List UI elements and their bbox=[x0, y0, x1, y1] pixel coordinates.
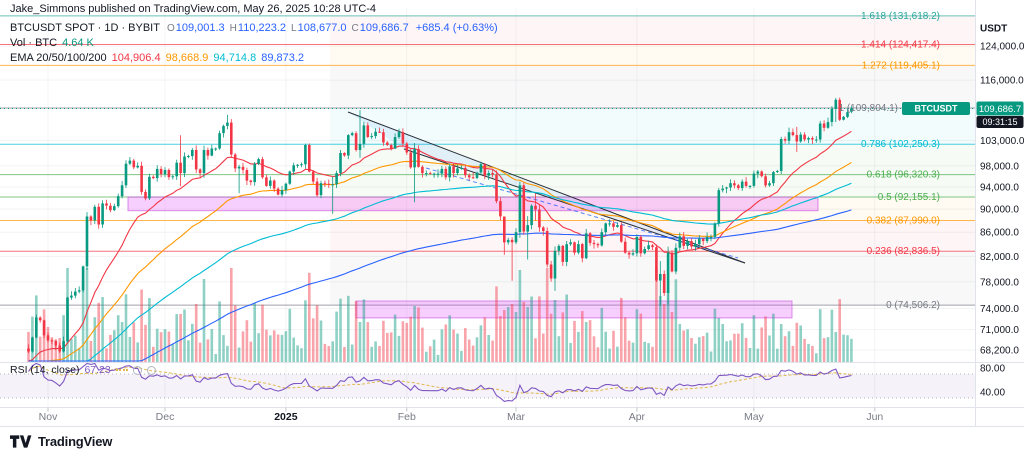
rsi-value: 67.23 bbox=[84, 364, 111, 376]
rsi-legend: RSI (14, close) 67.23 bbox=[10, 364, 156, 376]
ohlc-o: O109,001.3 bbox=[166, 22, 225, 34]
svg-text:0.382 (87,990.0): 0.382 (87,990.0) bbox=[867, 216, 940, 227]
svg-text:May: May bbox=[744, 411, 765, 423]
svg-text:0.236 (82,836.5): 0.236 (82,836.5) bbox=[867, 246, 940, 257]
time-axis[interactable]: Nov Dec 2025 Feb Mar Apr May Jun bbox=[39, 407, 884, 424]
ema-value: 98,668.9 bbox=[165, 52, 209, 64]
rsi-hidden-plot-icon bbox=[132, 365, 142, 375]
rsi-ma-swatch bbox=[115, 369, 128, 371]
svg-text:09:31:15: 09:31:15 bbox=[982, 117, 1017, 127]
fib-labels: 1.618 (131,618.2) 1.414 (124,417.4) 1.272 … bbox=[839, 11, 941, 311]
volume-value: 4.64 K bbox=[62, 37, 94, 49]
svg-text:68,200.0: 68,200.0 bbox=[980, 346, 1019, 357]
rsi-pane bbox=[0, 362, 975, 402]
price-badges: BTCUSDT 109,686.7 09:31:15 bbox=[902, 101, 1024, 128]
chart-legend: BTCUSDT SPOT · 1D · BYBIT O109,001.3 H110,… bbox=[10, 21, 498, 66]
svg-text:124,000.0: 124,000.0 bbox=[980, 42, 1024, 53]
svg-text:Dec: Dec bbox=[156, 411, 175, 423]
highlight-zones bbox=[127, 196, 819, 319]
svg-text:0.5 (92,155.1): 0.5 (92,155.1) bbox=[878, 192, 940, 203]
svg-text:116,000.0: 116,000.0 bbox=[980, 76, 1024, 87]
volume-row: Vol · BTC 4.64 K bbox=[10, 36, 498, 51]
svg-text:Nov: Nov bbox=[39, 411, 58, 423]
volume-label[interactable]: Vol · BTC bbox=[10, 37, 58, 49]
footer-bar: TradingView bbox=[0, 428, 1024, 454]
ohlc-l: L108,677.0 bbox=[291, 22, 347, 34]
tradingview-logo-icon[interactable] bbox=[10, 434, 32, 449]
symbol-title[interactable]: BTCUSDT SPOT · 1D · BYBIT bbox=[10, 22, 160, 34]
svg-text:94,000.0: 94,000.0 bbox=[980, 183, 1019, 194]
svg-text:109,686.7: 109,686.7 bbox=[979, 104, 1021, 115]
svg-text:71,000.0: 71,000.0 bbox=[980, 325, 1019, 336]
svg-text:BTCUSDT: BTCUSDT bbox=[915, 104, 958, 114]
svg-text:Jun: Jun bbox=[866, 411, 883, 423]
change-value: +685.4 (+0.63%) bbox=[415, 22, 498, 34]
ema-value: 89,873.2 bbox=[261, 52, 305, 64]
pane-separators bbox=[0, 0, 1024, 427]
svg-text:98,000.0: 98,000.0 bbox=[980, 161, 1019, 172]
svg-text:74,000.0: 74,000.0 bbox=[980, 304, 1019, 315]
svg-text:1 (109,804.1): 1 (109,804.1) bbox=[839, 103, 899, 114]
rsi-label[interactable]: RSI (14, close) bbox=[10, 364, 80, 376]
svg-text:0.618 (96,320.3): 0.618 (96,320.3) bbox=[867, 170, 940, 181]
ema-value: 104,906.4 bbox=[111, 52, 161, 64]
ema-value: 94,714.8 bbox=[213, 52, 257, 64]
candles bbox=[27, 97, 853, 354]
svg-text:78,000.0: 78,000.0 bbox=[980, 277, 1019, 288]
attribution-text: Jake_Simmons published on TradingView.co… bbox=[10, 3, 377, 15]
svg-text:40.00: 40.00 bbox=[980, 388, 1005, 399]
svg-text:90,000.0: 90,000.0 bbox=[980, 205, 1019, 216]
volume-bars bbox=[27, 268, 853, 362]
ema-label[interactable]: EMA 20/50/100/200 bbox=[10, 52, 107, 64]
svg-text:86,000.0: 86,000.0 bbox=[980, 228, 1019, 239]
svg-text:0.786 (102,250.3): 0.786 (102,250.3) bbox=[861, 139, 940, 150]
svg-text:Mar: Mar bbox=[507, 411, 526, 423]
symbol-row: BTCUSDT SPOT · 1D · BYBIT O109,001.3 H110,… bbox=[10, 21, 498, 36]
svg-text:USDT: USDT bbox=[980, 24, 1007, 35]
brand-name[interactable]: TradingView bbox=[38, 433, 113, 449]
svg-text:80.00: 80.00 bbox=[980, 364, 1005, 375]
ohlc-values: O109,001.3 H110,223.2 L108,677.0 C109,686.7 bbox=[167, 22, 414, 34]
price-axis[interactable]: USDT 124,000.0 116,000.0 103,000.0 98,000.0 9… bbox=[980, 24, 1024, 399]
svg-text:1.272 (119,405.1): 1.272 (119,405.1) bbox=[862, 60, 940, 71]
svg-text:0 (74,506.2): 0 (74,506.2) bbox=[886, 300, 940, 311]
svg-text:Feb: Feb bbox=[398, 411, 416, 423]
rsi-hidden-plot-icon bbox=[146, 365, 156, 375]
svg-text:1.618 (131,618.2): 1.618 (131,618.2) bbox=[861, 11, 940, 22]
ema-row: EMA 20/50/100/200 104,906.4 98,668.9 94,714… bbox=[10, 51, 498, 66]
svg-text:Apr: Apr bbox=[629, 411, 646, 423]
svg-text:103,000.0: 103,000.0 bbox=[980, 136, 1024, 147]
ohlc-c: C109,686.7 bbox=[351, 22, 409, 34]
ohlc-h: H110,223.2 bbox=[229, 22, 287, 34]
ema-values: 104,906.4 98,668.9 94,714.8 89,873.2 bbox=[107, 52, 304, 64]
svg-text:82,000.0: 82,000.0 bbox=[980, 252, 1019, 263]
svg-text:1.414 (124,417.4): 1.414 (124,417.4) bbox=[861, 40, 940, 51]
svg-text:2025: 2025 bbox=[274, 411, 298, 423]
chart-canvas[interactable]: USDT 124,000.0 116,000.0 103,000.0 98,000.0 9… bbox=[0, 0, 1024, 427]
